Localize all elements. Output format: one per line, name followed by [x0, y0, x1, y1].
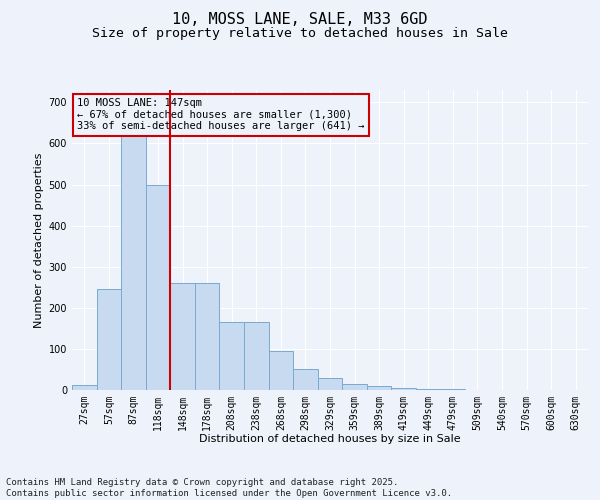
- Bar: [146, 184, 170, 390]
- Bar: [220, 322, 244, 390]
- Text: 10, MOSS LANE, SALE, M33 6GD: 10, MOSS LANE, SALE, M33 6GD: [172, 12, 428, 28]
- Text: Contains HM Land Registry data © Crown copyright and database right 2025.
Contai: Contains HM Land Registry data © Crown c…: [6, 478, 452, 498]
- Bar: [367, 386, 391, 390]
- Bar: [440, 389, 465, 390]
- Bar: [416, 389, 440, 390]
- Bar: [170, 283, 195, 390]
- Bar: [195, 283, 220, 390]
- Bar: [342, 384, 367, 390]
- Bar: [72, 385, 97, 390]
- Bar: [121, 135, 146, 390]
- Text: 10 MOSS LANE: 147sqm
← 67% of detached houses are smaller (1,300)
33% of semi-de: 10 MOSS LANE: 147sqm ← 67% of detached h…: [77, 98, 364, 132]
- Text: Size of property relative to detached houses in Sale: Size of property relative to detached ho…: [92, 28, 508, 40]
- Bar: [269, 351, 293, 390]
- X-axis label: Distribution of detached houses by size in Sale: Distribution of detached houses by size …: [199, 434, 461, 444]
- Bar: [293, 370, 318, 390]
- Bar: [244, 322, 269, 390]
- Y-axis label: Number of detached properties: Number of detached properties: [34, 152, 44, 328]
- Bar: [391, 388, 416, 390]
- Bar: [97, 290, 121, 390]
- Bar: [318, 378, 342, 390]
